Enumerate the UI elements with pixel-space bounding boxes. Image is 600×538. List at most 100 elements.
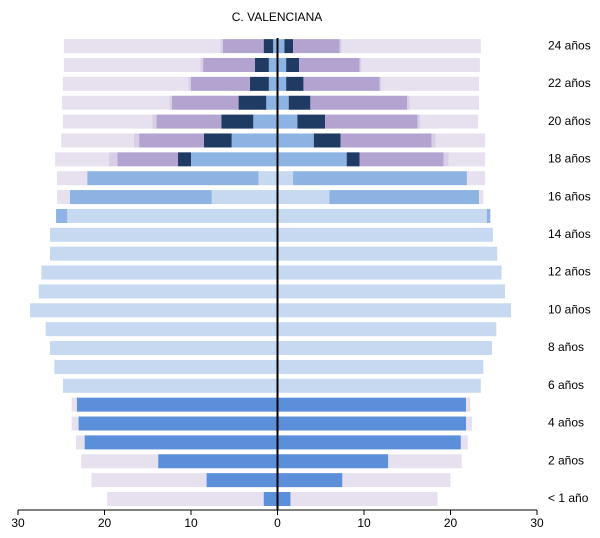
bar-segment [139,133,204,148]
bar-segment [361,57,480,72]
bar-segment [200,57,204,72]
bar-segment [420,114,479,129]
bar-segment [448,152,486,167]
y-tick-label: 8 años [548,340,584,354]
bar-segment [45,322,278,337]
bar-segment [258,171,278,186]
bar-segment [284,39,294,54]
bar-segment [69,190,212,205]
bar-segment [277,76,287,91]
bar-segment [78,416,278,431]
y-tick-label: 18 años [548,152,591,166]
bar-segment [277,454,389,469]
bar-segment [253,114,278,129]
bar-segment [76,397,278,412]
x-tick-label: 30 [530,516,544,530]
bar-segment [171,95,239,110]
bar-segment [191,152,278,167]
bar-segment [293,39,340,54]
bar-segment [277,341,493,356]
bar-segment [325,114,418,129]
y-tick-label: 10 años [548,302,591,316]
bar-segment [220,39,224,54]
bar-segment [117,152,179,167]
bar-segment [297,114,326,129]
bar-segment [313,133,341,148]
bar-segment [41,265,278,280]
bar-segment [329,190,480,205]
y-tick-label: < 1 año [548,491,589,505]
bar-segment [203,57,256,72]
bar-segment [30,303,278,318]
bar-segment [277,378,481,393]
bar-segment [56,171,88,186]
bar-segment [277,133,314,148]
bar-segment [263,492,278,506]
bar-segment [87,171,259,186]
bar-segment [169,95,172,110]
bar-segment [277,227,493,242]
bar-segment [191,76,250,91]
bar-segment [407,95,410,110]
bar-segment [466,416,473,431]
bar-segment [211,190,278,205]
bar-segment [479,190,484,205]
bar-segment [466,397,471,412]
bar-segment [50,246,278,261]
bar-segment [277,114,298,129]
bar-segment [223,39,264,54]
bar-segment [238,95,267,110]
bar-segment [379,76,382,91]
bar-segment [231,133,278,148]
bar-segment [277,359,484,374]
bar-segment [54,359,278,374]
bar-segment [71,397,77,412]
bar-segment [417,114,421,129]
bar-segment [221,114,254,129]
bar-segment [277,435,461,450]
bar-segment [50,341,278,356]
bar-segment [81,454,159,469]
bar-segment [178,152,191,167]
bar-segment [56,190,70,205]
bar-segment [277,303,512,318]
bar-segment [277,39,285,54]
bar-segment [286,57,300,72]
bar-segment [486,208,491,223]
bar-segment [388,454,462,469]
bar-segment [277,492,291,506]
y-tick-label: 14 años [548,227,591,241]
bar-segment [107,492,264,506]
bar-segment [346,152,360,167]
bar-segment [63,39,221,54]
bar-segment [268,57,278,72]
bar-segment [249,76,269,91]
bar-segment [62,95,170,110]
bar-segment [293,171,467,186]
x-tick-label: 20 [444,516,458,530]
bar-segment [409,95,480,110]
bar-segment [266,95,278,110]
bar-segment [50,227,278,242]
bar-segment [84,435,278,450]
bar-segment [62,378,278,393]
x-tick-label: 20 [98,516,112,530]
bar-segment [62,114,153,129]
y-tick-label: 12 años [548,265,591,279]
bar-segment [466,171,486,186]
bar-segment [188,76,191,91]
x-tick-label: 0 [274,516,281,530]
bar-segment [263,39,274,54]
bar-segment [277,208,487,223]
bar-segment [277,190,330,205]
bar-segment [156,114,222,129]
bar-segment [277,246,498,261]
bar-segment [56,208,68,223]
bar-segment [133,133,140,148]
chart-title: C. VALENCIANA [232,10,322,24]
bar-segment [62,76,189,91]
bar-segment [268,76,278,91]
bar-segment [273,39,278,54]
bar-segment [203,133,232,148]
